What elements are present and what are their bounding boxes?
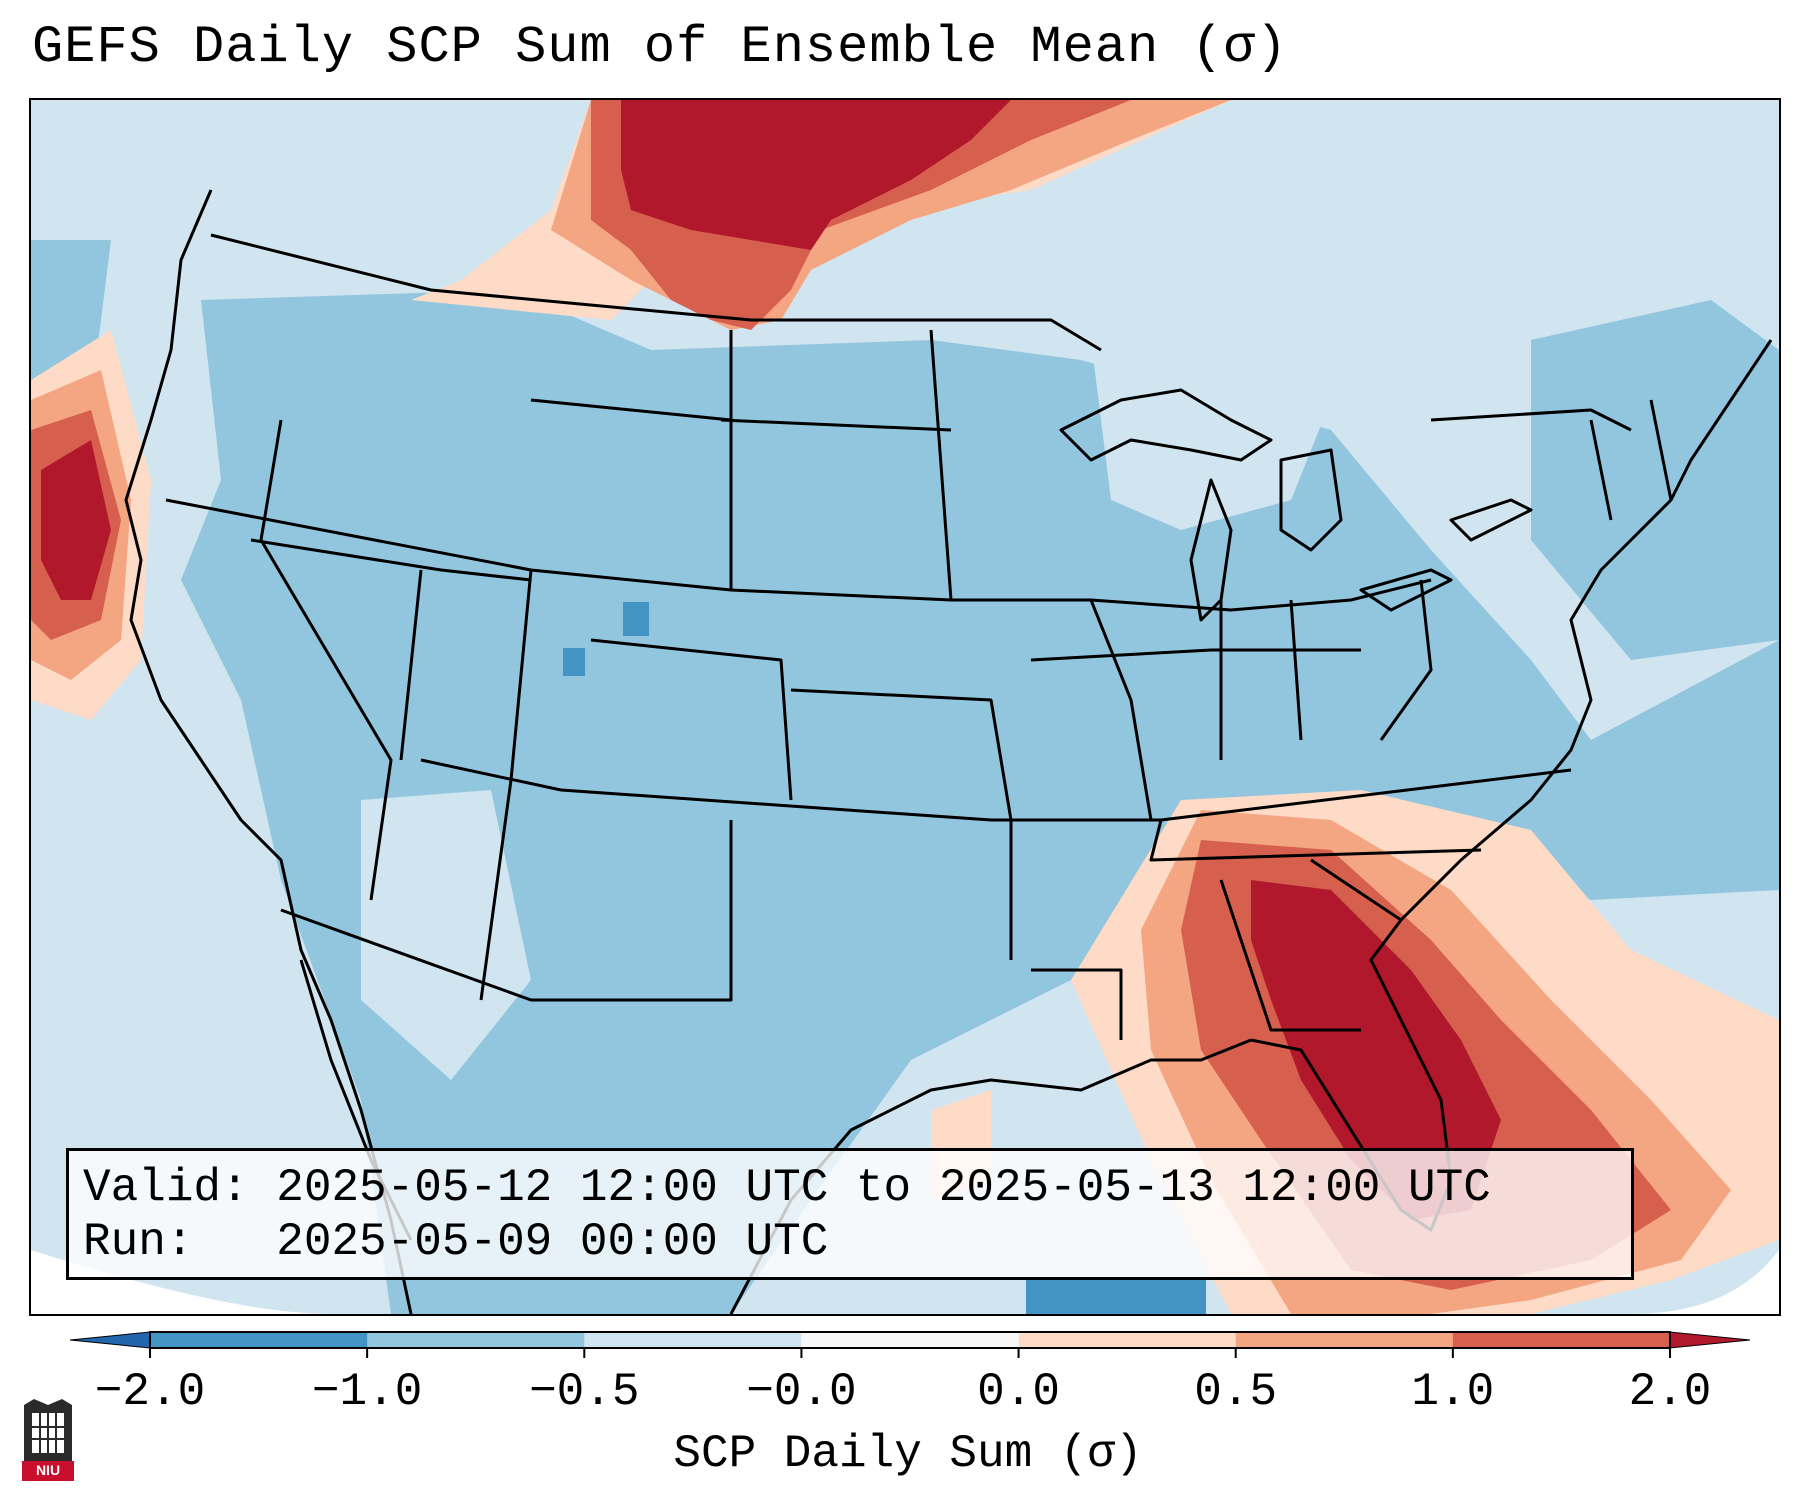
niu-logo bbox=[22, 1399, 74, 1481]
field-negative-moderate bbox=[181, 290, 1779, 1314]
valid-time-text: Valid: 2025-05-12 12:00 UTC to 2025-05-1… bbox=[83, 1162, 1491, 1214]
colorbar-tick-label: −0.5 bbox=[529, 1366, 640, 1418]
field-negative-strong-2 bbox=[563, 648, 585, 676]
field-negative-weak-patch bbox=[361, 790, 531, 1080]
colorbar-bins bbox=[150, 1332, 1671, 1348]
colorbar-outline bbox=[149, 1331, 1671, 1349]
colorbar-tick-label: 0.5 bbox=[1194, 1366, 1278, 1418]
colorbar-bin bbox=[1452, 1332, 1671, 1348]
colorbar-label: SCP Daily Sum (σ) bbox=[673, 1428, 1143, 1480]
colorbar-tick-label: −1.0 bbox=[311, 1366, 423, 1418]
field-positive-extreme-west bbox=[41, 440, 111, 600]
colorbar-tick-label: 0.0 bbox=[977, 1366, 1060, 1418]
colorbar-bin bbox=[584, 1332, 802, 1348]
field-positive-extreme-north bbox=[621, 100, 1011, 250]
niu-logo-text: NIU bbox=[35, 1462, 61, 1478]
colorbar-tick-label: −0.0 bbox=[746, 1366, 857, 1418]
scp-map bbox=[31, 100, 1779, 1314]
colorbar-bin bbox=[1018, 1332, 1237, 1348]
run-time-text: Run: 2025-05-09 00:00 UTC bbox=[83, 1216, 829, 1268]
field-negative-strong-1 bbox=[623, 602, 649, 636]
colorbar-over-arrow bbox=[1669, 1331, 1750, 1349]
colorbar-tick-label: −2.0 bbox=[94, 1366, 206, 1418]
field-positive-extreme-southeast bbox=[1251, 880, 1501, 1220]
domain-edge-left bbox=[31, 1250, 331, 1314]
map-panel bbox=[29, 98, 1781, 1316]
colorbar-bin bbox=[367, 1332, 585, 1348]
colorbar-bin bbox=[801, 1332, 1020, 1348]
colorbar-ticks bbox=[149, 1348, 1671, 1358]
colorbar-bin bbox=[1235, 1332, 1454, 1348]
field-negative-strong-3 bbox=[1026, 1280, 1206, 1314]
colorbar-tick-label: 2.0 bbox=[1628, 1366, 1712, 1418]
colorbar-bin bbox=[150, 1332, 368, 1348]
field-negative-moderate-east bbox=[1531, 300, 1779, 660]
domain-edge-right bbox=[1631, 1250, 1779, 1314]
colorbar-under-arrow bbox=[70, 1331, 151, 1349]
map-title: GEFS Daily SCP Sum of Ensemble Mean (σ) bbox=[32, 18, 1288, 77]
valid-run-info-box: Valid: 2025-05-12 12:00 UTC to 2025-05-1… bbox=[66, 1148, 1634, 1280]
colorbar-tick-label: 1.0 bbox=[1411, 1366, 1495, 1418]
field-negative-weak-patch-2 bbox=[1091, 340, 1331, 530]
colorbar bbox=[70, 1331, 1750, 1358]
